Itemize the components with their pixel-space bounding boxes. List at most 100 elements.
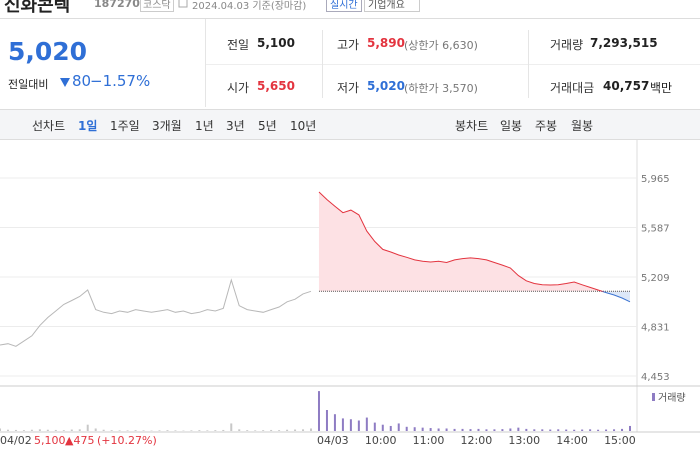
volume-bar [78,429,81,431]
col-divider [322,30,323,98]
tab[interactable]: 3개월 [152,119,182,133]
summary-value: 5,100 [257,36,295,50]
stock-name: 신화콘텍 [4,0,71,16]
chart: 5,965 5,587 5,209 4,831 4,453 04/02 04/03 10:00… [0,140,700,447]
volume-bar [14,429,17,431]
volume-bar [477,428,480,431]
x-tick-label: 04/02 [0,434,32,447]
summary-value: 5,890 [367,36,405,50]
y-tick-label: 5,965 [641,174,670,185]
summary-label: 전일 [227,38,250,52]
volume-bar [541,429,544,431]
tab[interactable]: 5년 [258,119,277,133]
volume-bar [174,430,177,431]
tab[interactable]: 월봉 [571,119,594,133]
volume-bar [365,417,368,431]
change: 80 [72,72,92,90]
volume-bar [597,429,600,431]
footer-change: ▲475 [65,434,94,447]
volume-bar [190,430,193,431]
volume-bar [30,429,33,431]
volume-bar [54,429,57,431]
volume-bar [349,419,352,431]
x-tick-label: 10:00 [365,434,397,447]
volume-bar [206,430,209,431]
volume-bar [6,429,9,431]
volume-bar [142,430,145,431]
volume-bar [238,429,241,431]
volume-bar [262,430,265,431]
header: 신화콘텍 187270 코스닥 2024.04.03 기준(장마감) 실시간 기… [0,0,700,19]
volume-bar [373,422,376,431]
summary-note: (하한가 3,570) [404,82,478,95]
volume-bar [605,429,608,431]
volume-bar [310,428,313,431]
volume-bar [341,418,344,431]
tab[interactable]: 1일 [78,119,98,133]
volume-bar [246,430,249,431]
volume-bar [509,428,512,431]
volume-bar [38,429,41,431]
volume-bar [381,424,384,431]
summary-label: 시가 [227,81,250,95]
volume-bar [445,428,448,431]
volume-bar [110,430,113,431]
x-tick-label: 11:00 [413,434,445,447]
volume-bar [453,428,456,431]
volume-bar [525,428,528,431]
date: 2024.04.03 기준(장마감) [192,1,307,12]
tab[interactable]: 주봉 [535,119,558,133]
footer-pct: (+10.27%) [97,434,157,447]
volume-bar [397,423,400,431]
change-label: 전일대비 [8,78,49,91]
area-fill [318,192,630,302]
stock-code: 187270 [94,0,140,10]
volume-bar [565,429,568,431]
x-tick-label: 15:00 [604,434,636,447]
realtime-button[interactable]: 실시간 [326,0,362,12]
volume-bar [573,429,576,431]
volume-bar [549,429,552,431]
volume-bar [501,429,504,431]
tab[interactable]: 3년 [226,119,245,133]
volume-bar [461,428,464,431]
volume-bar [629,425,631,431]
volume-bar [214,430,217,431]
volume-bar [278,430,281,431]
tab-bar: 선차트 1일 1주일 3개월 1년 3년 5년 10년 봉차트 일봉 주봉 월봉 [0,109,700,140]
summary-value: 40,757 [603,79,650,93]
volume-bar [22,430,25,431]
y-tick-label: 5,209 [641,273,670,284]
volume-bar [198,430,201,431]
volume-bar [469,429,472,431]
summary-value: 5,020 [367,79,405,93]
volume-bar [405,426,408,431]
volume-bar [437,428,440,431]
tab[interactable]: 10년 [290,119,317,133]
volume-bar [621,428,624,431]
summary-value: 7,293,515 [590,36,658,50]
summary-label: 거래량 [550,38,584,52]
y-tick-label: 5,587 [641,224,670,235]
volume-bar [286,429,289,431]
volume-bar [94,428,97,431]
volume-bar [70,429,73,431]
tab[interactable]: 1년 [195,119,214,133]
summary-unit: 백만 [650,81,673,95]
volume-bar [429,428,432,431]
tab[interactable]: 일봉 [500,119,523,133]
volume-bar [46,429,49,431]
volume-bar [325,410,328,431]
volume-bar [126,430,129,431]
volume-bar [493,429,496,431]
price-line [0,278,312,347]
volume-bar [0,428,1,431]
volume-bar [533,429,536,431]
volume-bar [317,391,320,431]
company-info-button[interactable]: 기업개요 [364,0,420,12]
tab[interactable]: 1주일 [110,119,140,133]
volume-bar [294,429,297,431]
legend-label: 거래량 [658,392,686,404]
volume-bar [333,414,336,431]
row-divider [206,64,700,65]
